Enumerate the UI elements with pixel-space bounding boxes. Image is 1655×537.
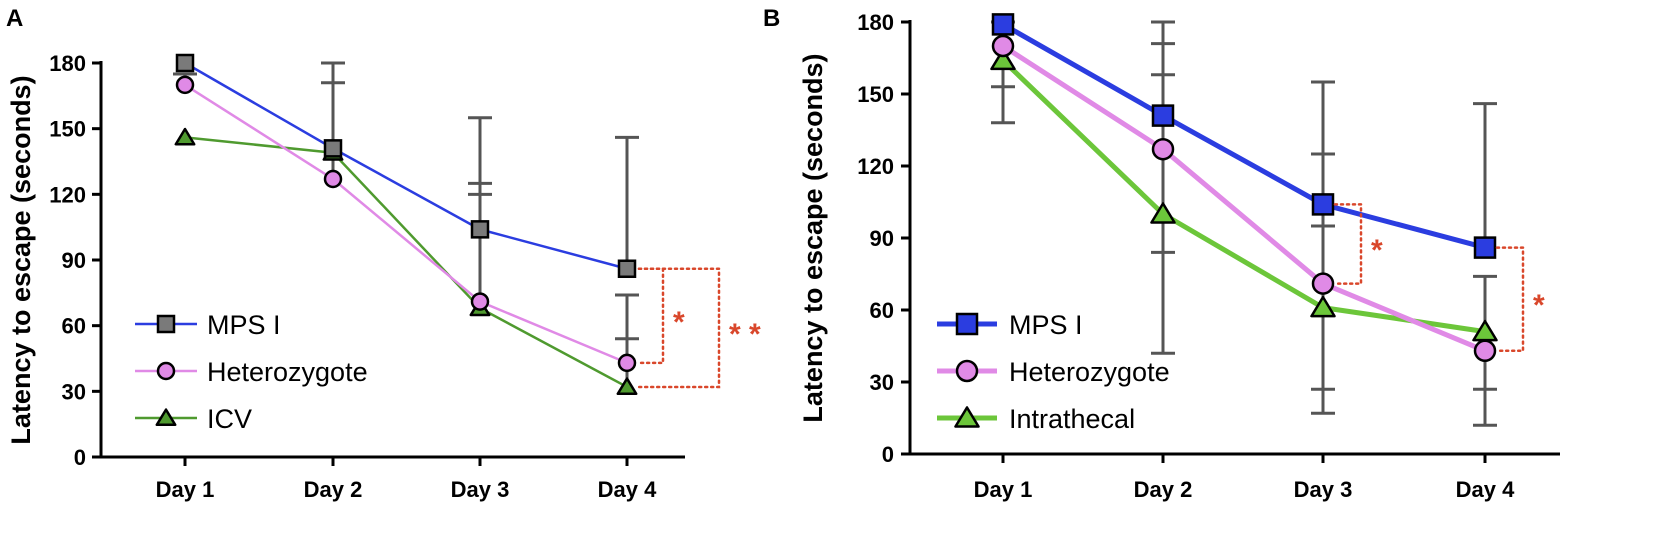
y-tick-label: 90 [62,248,86,273]
y-tick-label: 150 [857,82,894,107]
x-tick-label: Day 2 [1134,477,1193,502]
y-tick-label: 60 [62,314,86,339]
significance: ** [1333,203,1545,353]
marker-mps [1151,104,1175,127]
legend: MPS I Heterozygote ICV [135,310,368,434]
marker-icv [174,127,196,146]
x-tick-label: Day 2 [304,477,363,502]
series-lines [184,61,628,389]
x-tick-label: Day 4 [1456,477,1515,502]
x-tick-label: Day 3 [451,477,510,502]
y-tick-label: 120 [49,182,86,207]
marker-mps [1311,193,1335,216]
marker-mps [175,53,195,73]
y-tick-label: 180 [857,10,894,35]
significance-label: * [1371,234,1383,267]
legend-marker-het [156,361,176,381]
series-markers [174,53,638,396]
marker-het [1311,272,1335,295]
significance: * * * [637,267,761,389]
legend-label-mps: MPS I [1009,310,1083,340]
marker-het [175,75,195,95]
panel-letter-a: A [6,5,23,32]
legend-marker-het [955,359,979,383]
significance-bracket [1495,246,1525,353]
x-tick-label: Day 1 [974,477,1033,502]
x-tick-label: Day 4 [598,477,657,502]
marker-het [1473,339,1497,363]
chart-panel-b: 0 30 60 90 120 150 180 Day 1 Day 2 Day 3 Day 4 Late… [798,10,1560,502]
legend: MPS I Heterozygote Intrathecal [937,310,1170,434]
marker-het [1151,137,1175,161]
axes: 0 30 60 90 120 150 180 Day 1 Day 2 Day 3 Day 4 Late… [6,51,685,502]
y-tick-label: 0 [74,445,86,470]
legend-label-icv: ICV [207,404,252,434]
marker-mps [1473,236,1497,259]
series-line-het [1001,43,1486,354]
y-tick-label: 60 [870,298,894,323]
series-line-icv [184,136,628,389]
series-line-het [184,83,628,365]
legend-label-intrathecal: Intrathecal [1009,404,1135,434]
panel-letter-b: B [763,5,780,32]
y-tick-label: 180 [49,51,86,76]
marker-icv [616,377,638,396]
significance-bracket [1333,203,1363,285]
marker-het [470,292,490,311]
marker-mps [323,139,343,158]
marker-mps [617,259,637,279]
series-line-intrathecal [1001,58,1486,335]
series-line-mps [1001,22,1486,251]
marker-intrathecal [990,48,1016,71]
axes: 0 30 60 90 120 150 180 Day 1 Day 2 Day 3 Day 4 Late… [798,10,1560,502]
marker-intrathecal [1310,295,1336,318]
significance-label: * [1533,289,1545,322]
marker-intrathecal [1150,202,1176,224]
y-axis-title: Latency to escape (seconds) [6,75,36,444]
legend-label-het: Heterozygote [1009,357,1170,387]
x-tick-label: Day 3 [1294,477,1353,502]
series-line-mps [184,61,628,270]
legend-marker-mps [156,314,176,334]
y-tick-label: 30 [870,370,894,395]
y-axis-title: Latency to escape (seconds) [798,53,828,422]
chart-panel-a: 0 30 60 90 120 150 180 Day 1 Day 2 Day 3 Day 4 Late… [6,51,761,502]
marker-mps [470,220,490,239]
marker-mps [991,13,1015,36]
y-tick-label: 120 [857,154,894,179]
legend-label-het: Heterozygote [207,357,368,387]
significance-label: * * [729,318,761,351]
marker-het [323,169,343,189]
y-tick-label: 0 [882,442,894,467]
y-tick-label: 150 [49,117,86,142]
legend-marker-intrathecal [954,406,980,428]
y-tick-label: 30 [62,379,86,404]
marker-het [991,34,1015,58]
marker-het [617,353,637,373]
significance-label: * [673,306,685,339]
significance-bracket [637,267,721,389]
legend-label-mps: MPS I [207,310,281,340]
legend-marker-icv [155,408,177,427]
significance-bracket [637,267,665,365]
series-lines [1001,22,1486,354]
y-tick-label: 90 [870,226,894,251]
error-bars [173,61,639,387]
series-markers [990,13,1498,363]
legend-marker-mps [955,312,979,336]
x-tick-label: Day 1 [156,477,215,502]
